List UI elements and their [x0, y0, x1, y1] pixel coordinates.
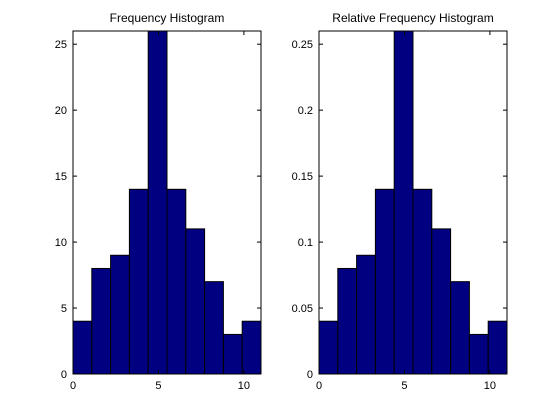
histogram-bar	[412, 188, 433, 375]
relative-frequency-histogram-panel: 0 5 10 0 0.05 0.1 0.15 0.2 0.25 Relative Frequenc…	[292, 11, 508, 392]
x-tick-label: 0	[70, 380, 76, 392]
y-tick-label: 0.25	[292, 39, 313, 51]
y-tick-label: 0.2	[298, 105, 313, 117]
histogram-bar	[487, 320, 508, 375]
histogram-bar	[374, 188, 395, 375]
y-tick-label: 0.1	[298, 237, 313, 249]
histogram-bar	[72, 320, 93, 375]
histogram-bar	[204, 281, 224, 375]
histogram-bar	[222, 333, 243, 375]
histogram-bar	[128, 188, 149, 375]
y-tick-label: 5	[61, 303, 67, 315]
histogram-bar	[241, 320, 262, 375]
x-tick-label: 10	[484, 380, 496, 392]
histogram-bar	[185, 228, 206, 375]
y-tick-label: 25	[55, 39, 67, 51]
y-tick-label: 20	[55, 105, 67, 117]
chart-title: Relative Frequency Histogram	[332, 11, 493, 25]
histogram-bar	[468, 333, 489, 375]
histogram-bar	[450, 281, 470, 375]
frequency-histogram-panel: 0 5 10 0 5 10 15 20 25 Frequency Histogram	[55, 11, 262, 392]
histogram-bar	[356, 254, 376, 375]
histogram-bar	[393, 30, 414, 375]
histogram-bar	[318, 320, 339, 375]
y-tick-label: 15	[55, 171, 67, 183]
chart-title: Frequency Histogram	[110, 11, 225, 25]
x-tick-label: 10	[238, 380, 250, 392]
axes-box	[318, 30, 508, 375]
histogram-bar	[147, 30, 168, 375]
histogram-bar	[110, 254, 130, 375]
x-tick-label: 5	[155, 380, 161, 392]
y-tick-label: 0	[307, 369, 313, 381]
axes-box	[72, 30, 262, 375]
x-tick-label: 0	[316, 380, 322, 392]
y-tick-label: 10	[55, 237, 67, 249]
histogram-bar	[166, 188, 187, 375]
y-tick-label: 0	[61, 369, 67, 381]
y-tick-label: 0.15	[292, 171, 313, 183]
histogram-bar	[91, 267, 112, 375]
histogram-bar	[337, 267, 358, 375]
x-tick-label: 5	[401, 380, 407, 392]
y-tick-label: 0.05	[292, 303, 313, 315]
histogram-bar	[431, 228, 452, 375]
